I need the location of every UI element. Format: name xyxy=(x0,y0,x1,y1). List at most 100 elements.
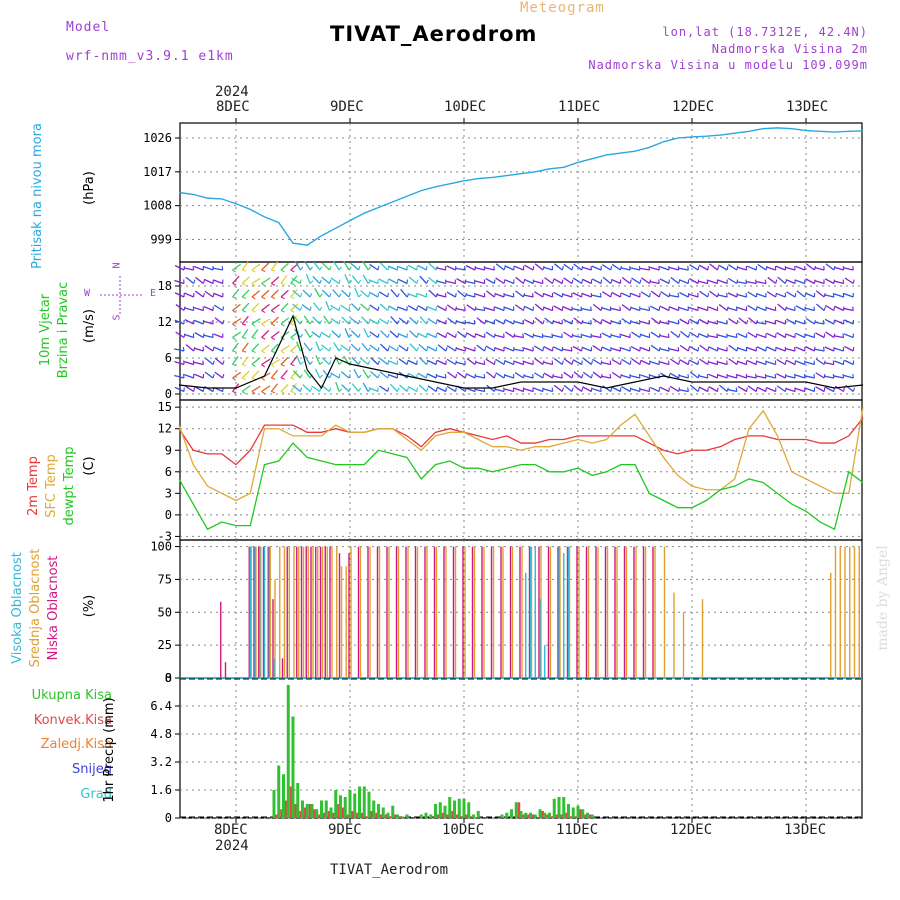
wind-barb xyxy=(280,317,290,325)
bottom-day-label: 13DEC xyxy=(784,822,827,838)
wind-barb xyxy=(330,304,340,312)
total-precip-bar xyxy=(286,685,290,818)
wind-barb xyxy=(581,334,592,339)
wind-barb-tick xyxy=(232,363,237,367)
wind-barb xyxy=(746,265,757,271)
wind-barb xyxy=(524,264,534,271)
wind-barb xyxy=(369,331,379,339)
wind-barb xyxy=(350,263,360,271)
conv-precip-bar xyxy=(313,809,316,818)
wind-barb xyxy=(737,332,747,339)
wind-barb-tick xyxy=(833,306,836,311)
wind-barb xyxy=(321,344,330,352)
legend-frz-precip: Zaledj.Kisa xyxy=(40,737,112,752)
wind-barb-tick xyxy=(571,360,574,365)
wind-barb xyxy=(183,360,194,366)
wind-barb-tick xyxy=(639,360,642,365)
wind-barb xyxy=(428,289,437,298)
wind-barb xyxy=(602,385,612,393)
wind-barb xyxy=(363,328,369,338)
wind-barb xyxy=(241,342,249,352)
wind-barb xyxy=(351,383,360,392)
y-tick-label: 12 xyxy=(158,422,172,436)
pressure-line xyxy=(178,127,864,246)
wind-barb xyxy=(533,345,544,352)
wind-barb-tick xyxy=(242,269,247,272)
wind-barb xyxy=(581,266,592,271)
wind-barb xyxy=(534,372,544,379)
wind-barb-tick xyxy=(319,374,323,379)
wind-barb xyxy=(280,331,290,339)
wind-barb-tick xyxy=(473,279,476,284)
wind-barb xyxy=(447,317,456,325)
wind-barb-tick xyxy=(309,333,313,338)
y-tick-label: 6 xyxy=(165,351,172,365)
wind-barb xyxy=(304,328,311,338)
wind-barb xyxy=(311,331,321,339)
total-precip-bar xyxy=(533,814,537,818)
wind-barb-tick xyxy=(774,373,777,379)
conv-precip-bar xyxy=(451,811,454,818)
wind-barb xyxy=(322,369,331,379)
wind-barb-tick xyxy=(319,361,324,365)
conv-precip-bar xyxy=(565,812,568,818)
conv-precip-bar xyxy=(294,804,297,818)
wind-barb xyxy=(343,261,350,271)
wind-barb-tick xyxy=(241,283,247,286)
wind-barb xyxy=(290,289,298,298)
wind-barb xyxy=(261,385,271,393)
wind-barb-tick xyxy=(522,306,525,311)
total-precip-bar xyxy=(500,814,504,818)
conv-precip-bar xyxy=(560,814,563,818)
wind-barb-tick xyxy=(581,360,583,365)
wind-barb xyxy=(601,318,612,325)
wind-barb xyxy=(620,267,631,271)
wind-barb xyxy=(231,288,240,298)
wind-barb xyxy=(466,357,476,366)
wind-barb-tick xyxy=(387,387,390,392)
wind-barb xyxy=(398,317,408,325)
wind-barb xyxy=(639,333,650,339)
wind-barb-tick xyxy=(328,346,332,352)
wind-barb-tick xyxy=(396,293,400,298)
y-tick-label: 100 xyxy=(150,540,172,554)
wind-barb xyxy=(717,279,728,285)
wind-barb xyxy=(786,291,796,298)
wind-barb xyxy=(815,386,825,393)
wind-barb xyxy=(833,347,844,352)
wind-barb xyxy=(746,359,757,366)
wind-barb xyxy=(193,265,204,271)
wind-barb xyxy=(315,341,321,352)
wind-barb-tick xyxy=(677,346,680,352)
wind-barb xyxy=(494,347,505,352)
wind-barb-tick xyxy=(590,360,594,365)
wind-barb-tick xyxy=(251,364,256,367)
wind-barb xyxy=(621,318,631,325)
wind-barb-tick xyxy=(338,319,341,325)
wind-barb xyxy=(390,288,398,298)
y-tick-label: 75 xyxy=(158,572,172,586)
total-precip-bar xyxy=(358,786,361,818)
wind-barb-tick xyxy=(503,387,505,392)
y-tick-label: 0 xyxy=(165,508,172,522)
wind-barb xyxy=(270,383,279,392)
wind-barb xyxy=(804,333,815,339)
wind-barb xyxy=(426,332,437,339)
wind-barb xyxy=(270,316,279,325)
wind-barb xyxy=(350,317,359,325)
total-precip-bar xyxy=(448,797,452,818)
wind-barb xyxy=(341,384,350,392)
wind-barb-tick xyxy=(697,387,700,392)
wind-barb-tick xyxy=(299,387,303,392)
wind-barb xyxy=(553,278,563,285)
wind-barb xyxy=(400,288,408,298)
wind-barb xyxy=(824,304,835,312)
wind-barb xyxy=(354,287,360,298)
wind-barb xyxy=(314,288,321,298)
wind-barb xyxy=(582,371,592,379)
wind-barb-tick xyxy=(212,373,215,379)
top-day-label: 10DEC xyxy=(444,99,487,115)
wind-barb xyxy=(495,277,505,285)
wind-barb xyxy=(504,265,515,271)
wind-barb xyxy=(515,276,524,285)
